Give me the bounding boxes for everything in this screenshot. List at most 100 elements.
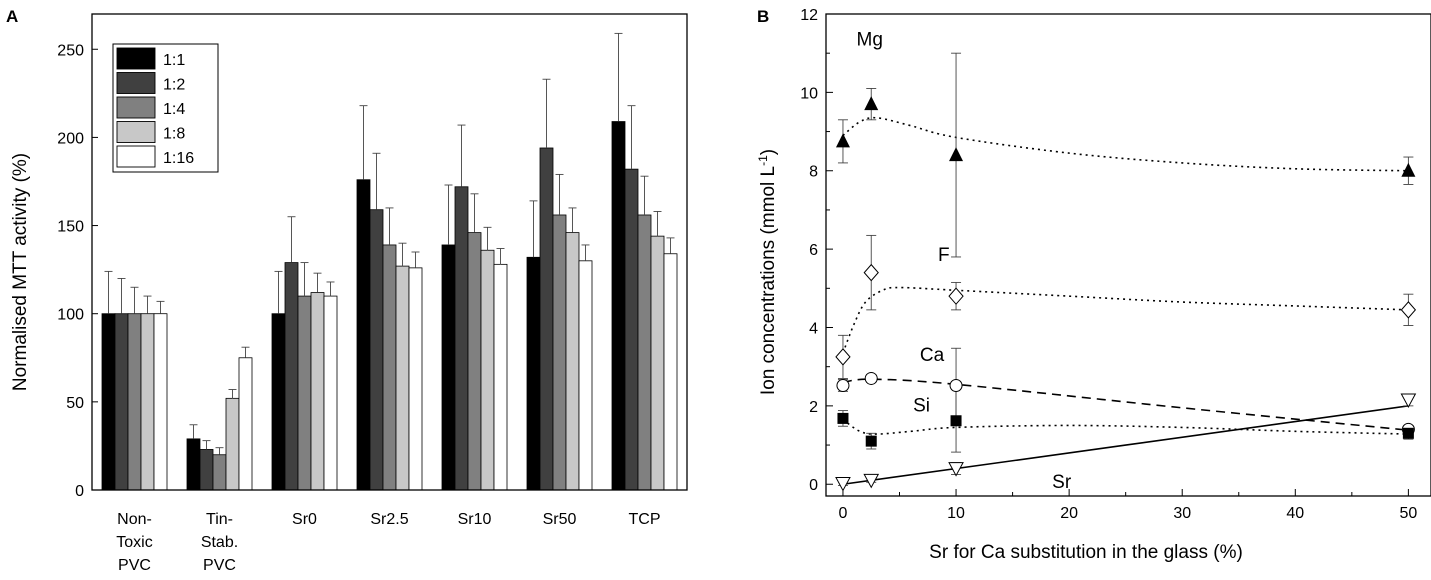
point-si (950, 415, 962, 427)
bar (408, 267, 423, 491)
x-tick-label: 50 (1399, 505, 1417, 522)
panel-a-bars (101, 121, 678, 491)
y-tick-label: 10 (800, 85, 818, 102)
legend-label: 1:1 (163, 52, 185, 69)
bar (212, 454, 227, 491)
series-label: Si (913, 396, 930, 417)
bar (493, 263, 508, 491)
bar (565, 232, 580, 491)
panel-b-annotations: Mg F Ca Si Sr (857, 29, 1072, 493)
point-ca (949, 378, 963, 392)
bar (611, 121, 626, 491)
bar (552, 214, 567, 491)
x-tick-label: 40 (1286, 505, 1304, 522)
x-tick-label: Sr50 (543, 511, 577, 528)
bar (480, 249, 495, 491)
y-tick-label: 100 (57, 307, 84, 324)
bar (650, 235, 665, 491)
legend-label: 1:16 (163, 150, 194, 167)
bar (127, 313, 142, 491)
bar (140, 313, 155, 491)
bar (441, 244, 456, 491)
point-ca (836, 378, 850, 392)
panel-b: B Ion concentrations (mmol L-1) Sr for C… (756, 7, 1431, 563)
x-tick-label: 30 (1173, 505, 1191, 522)
y-tick-label: 8 (809, 164, 818, 181)
series-label: Sr (1052, 472, 1072, 493)
y-tick-label: 12 (800, 7, 818, 24)
bar (454, 186, 469, 491)
point-sr (1400, 393, 1417, 409)
point-si (837, 412, 849, 424)
y-tick-label: 250 (57, 42, 84, 59)
x-tick-label: Non- (117, 511, 152, 528)
point-si (1402, 427, 1414, 439)
legend-swatch (116, 121, 156, 143)
panel-b-error-bars (837, 52, 1414, 486)
point-sr (863, 473, 880, 489)
bar (238, 357, 253, 491)
x-tick-label: Tin- (206, 511, 233, 528)
panel-b-label: B (757, 7, 769, 26)
y-tick-label: 2 (809, 399, 818, 416)
bar (369, 209, 384, 491)
bar (297, 295, 312, 491)
bar (539, 147, 554, 491)
bar (310, 292, 325, 491)
legend-label: 1:8 (163, 126, 185, 143)
legend-label: 1:4 (163, 101, 185, 118)
bar (114, 313, 129, 491)
panel-b-y-axis-title: Ion concentrations (mmol L-1) (756, 149, 779, 395)
point-mg (949, 147, 964, 162)
bar (101, 313, 116, 491)
panel-a-legend: 1:1 1:2 1:4 1:8 1:16 (112, 43, 219, 173)
bar (356, 179, 371, 491)
series-label: Mg (857, 29, 883, 50)
point-sr (948, 462, 964, 477)
bar (186, 438, 201, 491)
bar (225, 397, 240, 491)
panel-b-fit-lines (842, 116, 1409, 486)
legend-swatch (116, 47, 156, 70)
x-tick-label: Sr10 (458, 511, 492, 528)
point-f (863, 263, 879, 282)
point-f (948, 287, 964, 305)
panel-a-error-bars (104, 32, 675, 455)
bar (526, 256, 541, 491)
x-tick-label: 0 (839, 505, 848, 522)
bar (323, 295, 338, 491)
x-tick-label: Stab. (201, 534, 238, 551)
x-tick-label: TCP (629, 511, 661, 528)
x-tick-label: Toxic (116, 534, 152, 551)
bar (467, 232, 482, 491)
bar (153, 313, 168, 491)
point-f (835, 348, 851, 366)
bar (284, 262, 299, 491)
bar (578, 260, 593, 491)
legend-swatch (116, 96, 156, 119)
point-mg (864, 96, 879, 111)
bar (663, 253, 678, 491)
panel-a: A Normalised MTT activity (%) 0 50 100 150 2… (6, 7, 688, 574)
legend-swatch (116, 72, 156, 94)
bar (382, 244, 397, 491)
x-tick-label: PVC (118, 557, 151, 574)
y-tick-label: 6 (809, 242, 818, 259)
panel-a-plot-frame (91, 13, 688, 491)
bar (395, 265, 410, 491)
y-tick-label: 4 (809, 320, 818, 337)
panel-a-y-axis-title: Normalised MTT activity (%) (10, 153, 31, 391)
legend-label: 1:2 (163, 77, 185, 94)
y-tick-label: 150 (57, 219, 84, 236)
point-f (1400, 301, 1417, 319)
fit-line-mg (842, 116, 1409, 172)
x-tick-label: Sr0 (292, 511, 317, 528)
x-tick-label: 20 (1060, 505, 1078, 522)
panel-a-label: A (6, 7, 18, 26)
legend-swatch (116, 145, 156, 168)
fit-line-f (842, 286, 1409, 354)
panel-b-plot-frame (825, 13, 1431, 497)
panel-b-ticks: 0 2 4 6 8 10 12 0 10 20 30 40 50 (800, 7, 1417, 522)
panel-b-x-axis-title: Sr for Ca substitution in the glass (%) (929, 542, 1243, 563)
